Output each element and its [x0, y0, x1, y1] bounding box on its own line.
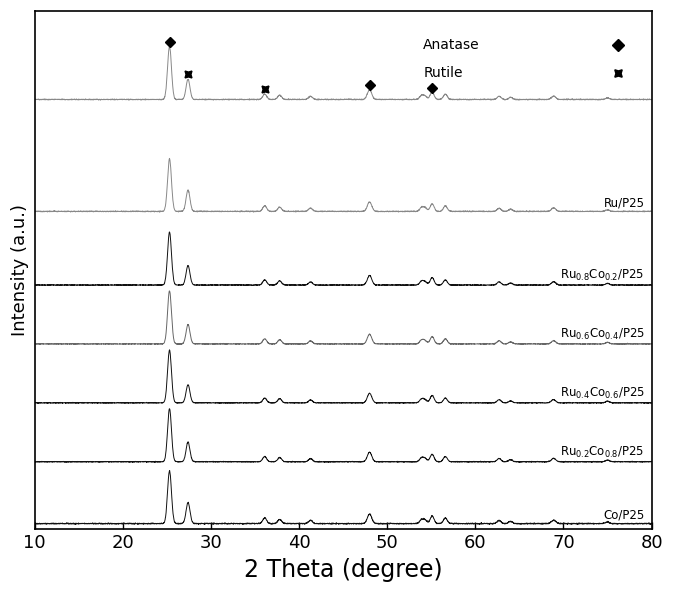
Text: Ru/P25: Ru/P25 [603, 197, 644, 209]
Text: Ru$_{0.2}$Co$_{0.8}$/P25: Ru$_{0.2}$Co$_{0.8}$/P25 [560, 445, 644, 460]
Text: Co/P25: Co/P25 [603, 509, 644, 522]
Text: Ru$_{0.8}$Co$_{0.2}$/P25: Ru$_{0.8}$Co$_{0.2}$/P25 [560, 268, 644, 283]
Y-axis label: Intensity (a.u.): Intensity (a.u.) [11, 205, 29, 336]
X-axis label: 2 Theta (degree): 2 Theta (degree) [244, 558, 442, 582]
Text: Rutile: Rutile [423, 66, 463, 80]
Text: Anatase: Anatase [423, 38, 480, 52]
Text: Ru$_{0.4}$Co$_{0.6}$/P25: Ru$_{0.4}$Co$_{0.6}$/P25 [559, 386, 644, 401]
Text: Ru$_{0.6}$Co$_{0.4}$/P25: Ru$_{0.6}$Co$_{0.4}$/P25 [559, 327, 644, 342]
